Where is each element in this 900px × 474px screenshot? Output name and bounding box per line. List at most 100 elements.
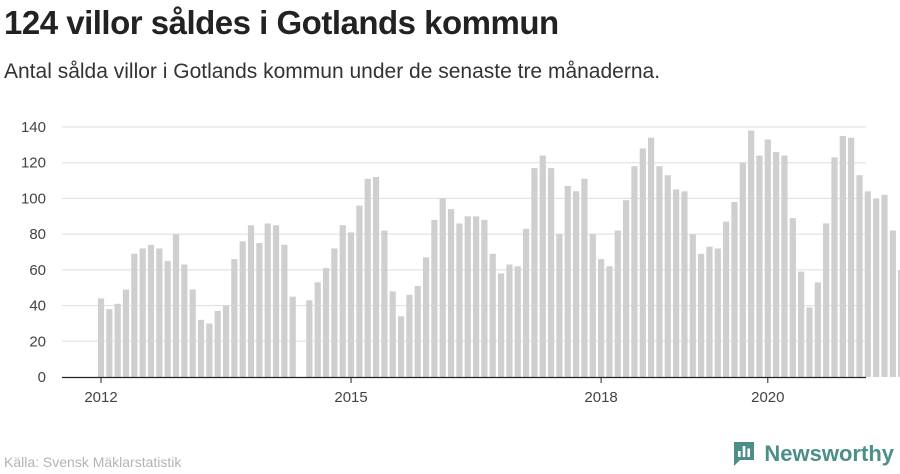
bar [222,305,230,377]
bar [664,175,671,377]
bar [431,219,438,377]
chart-title: 124 villor såldes i Gotlands kommun [4,4,559,41]
bar [456,223,463,377]
bar [356,205,363,377]
bar-chart: 124 0 20 40 60 80 100 120 140 2012 2015 2018 2020 [21,119,900,406]
bar [106,309,113,377]
bar [706,246,713,377]
bar [639,148,646,377]
bar [197,319,205,377]
bar [614,230,621,377]
bar [764,139,771,377]
bar [172,234,180,377]
y-tick-label: 60 [29,262,46,279]
x-tick-label: 2015 [334,389,367,406]
bar [814,282,821,377]
bar [739,162,746,377]
bar [689,234,696,377]
bar [506,264,513,377]
bar [773,152,780,377]
bar [281,244,288,377]
bar [372,177,380,377]
axes: 0 20 40 60 80 100 120 140 2012 2015 2018 2020 [21,119,866,406]
bar [364,178,371,377]
bar [214,310,221,377]
bar [239,241,246,377]
bar [748,130,755,377]
bar [164,260,171,377]
bar [606,266,613,377]
bar [756,155,763,377]
bar [522,228,530,377]
y-tick-label: 80 [29,226,46,243]
bar [864,191,871,377]
newsworthy-logo-icon [734,442,755,466]
bar [414,285,421,377]
source-note: Källa: Svensk Mäklarstatistik [4,454,182,470]
y-tick-label: 120 [21,155,46,172]
bar [97,298,105,377]
bar [573,191,580,377]
bar [648,137,655,377]
bar [422,257,430,377]
bar [306,300,313,377]
bar [656,166,663,377]
bar [731,202,738,377]
bar [873,198,880,377]
bar [339,225,346,377]
bar [539,155,546,377]
bar [547,168,555,377]
bar [472,216,480,377]
bar [514,266,521,377]
bar [781,155,788,377]
bar [114,303,121,377]
bar [314,282,321,377]
bar [489,253,496,377]
bar [289,296,296,377]
bar [698,253,705,377]
bar [331,248,338,377]
bar [189,289,196,377]
bar [156,248,163,377]
bar [823,223,830,377]
bar [322,268,330,377]
bar [406,294,413,377]
bar [447,209,455,377]
bar [139,248,146,377]
bar [439,198,446,377]
bars: 124 [97,130,900,377]
bar [589,234,596,377]
bar [347,232,355,377]
x-tick-label: 2020 [751,389,784,406]
bar [898,269,900,377]
bar [623,200,630,377]
bar [714,248,721,377]
bar [848,137,855,377]
y-tick-label: 0 [38,369,46,386]
bar [681,191,688,377]
x-tick-label: 2018 [584,389,617,406]
bar [598,259,605,377]
x-tick-label: 2012 [84,389,117,406]
bar [881,194,888,377]
bar [389,291,396,377]
bar [181,264,188,377]
bar [247,225,255,377]
brand-logo[interactable]: Newsworthy [732,440,894,468]
brand-name: Newsworthy [764,441,894,466]
bar [481,219,488,377]
bar [856,175,863,377]
bar [631,166,638,377]
bar [464,216,471,377]
bar [723,221,730,377]
y-tick-label: 140 [21,119,46,136]
bar [147,244,155,377]
bar [581,178,588,377]
bar [264,223,271,377]
chart-subtitle: Antal sålda villor i Gotlands kommun und… [4,60,661,83]
bar [564,185,571,377]
y-tick-label: 40 [29,298,46,315]
bar [831,157,838,377]
bar [673,189,680,377]
bar [256,243,263,377]
